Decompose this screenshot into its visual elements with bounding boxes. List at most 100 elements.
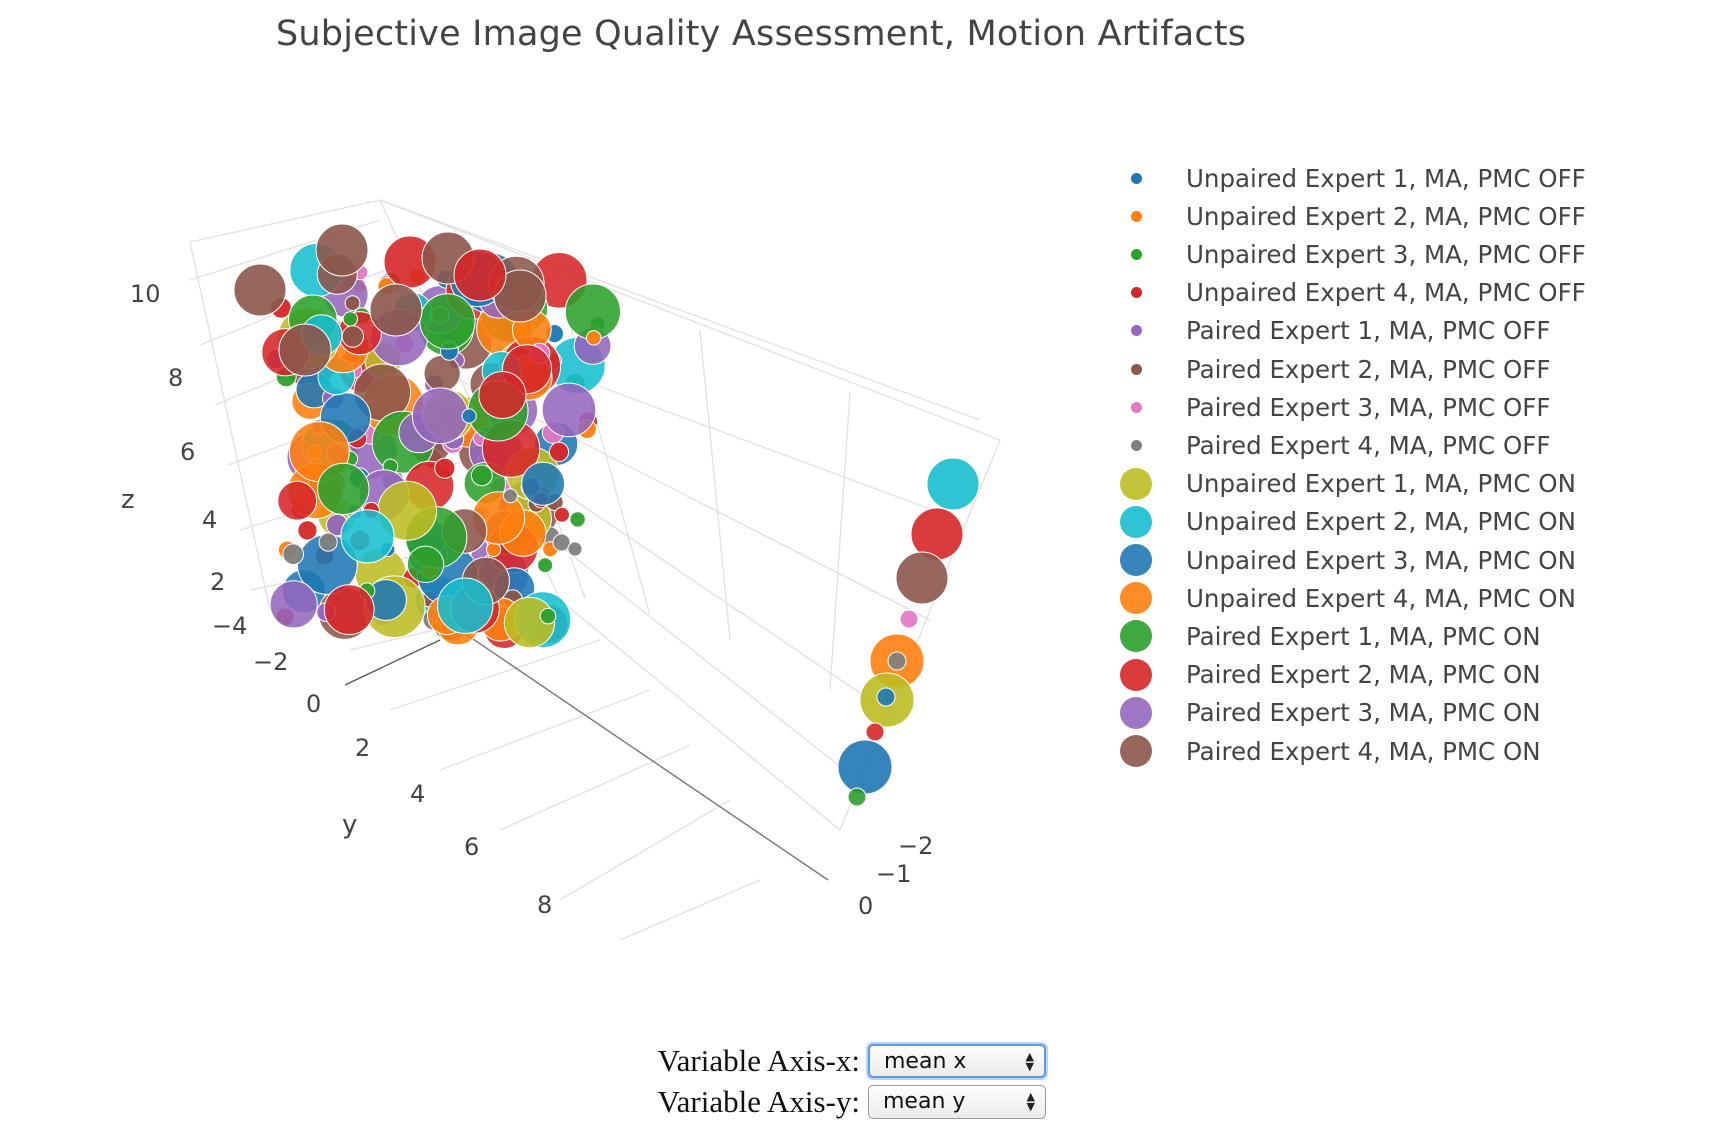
legend-label: Unpaired Expert 2, MA, PMC ON [1186, 507, 1576, 537]
legend-item[interactable]: Unpaired Expert 1, MA, PMC OFF [1110, 160, 1586, 196]
data-marker [315, 223, 369, 277]
legend-item[interactable]: Unpaired Expert 2, MA, PMC ON [1110, 504, 1576, 540]
x-axis-select-value: mean x [884, 1048, 967, 1074]
data-marker [342, 311, 358, 327]
legend-item[interactable]: Unpaired Expert 3, MA, PMC ON [1110, 542, 1576, 578]
y-tick-label: −4 [212, 612, 247, 640]
legend-item[interactable]: Unpaired Expert 4, MA, PMC OFF [1110, 275, 1586, 311]
axis-controls: Variable Axis-x: mean x ▲ ▼ Variable Axis… [640, 1040, 1046, 1122]
data-marker [502, 488, 518, 504]
y-tick-label: 6 [464, 833, 479, 861]
data-marker [369, 283, 423, 337]
data-marker [847, 787, 867, 807]
legend-item[interactable]: Paired Expert 4, MA, PMC ON [1110, 733, 1541, 769]
data-marker [539, 607, 557, 625]
data-marker [453, 248, 507, 302]
data-marker [569, 511, 586, 528]
legend-label: Paired Expert 3, MA, PMC ON [1186, 698, 1541, 728]
data-marker [521, 461, 566, 506]
data-marker [269, 580, 318, 629]
legend-marker-icon [1110, 657, 1168, 693]
x-axis-control-row: Variable Axis-x: mean x ▲ ▼ [640, 1040, 1046, 1081]
data-marker [461, 408, 477, 424]
legend-item[interactable]: Paired Expert 4, MA, PMC OFF [1110, 427, 1550, 463]
data-marker [323, 584, 375, 635]
z-tick-label: 2 [210, 568, 225, 596]
chart-title: Subjective Image Quality Assessment, Mot… [276, 14, 1247, 54]
data-marker [278, 323, 332, 377]
data-marker [344, 295, 361, 312]
legend-marker-icon [1110, 580, 1168, 616]
legend-marker-icon [1110, 542, 1168, 578]
legend-label: Paired Expert 1, MA, PMC OFF [1186, 316, 1551, 346]
legend-marker-icon [1110, 160, 1168, 196]
data-marker [887, 651, 907, 671]
legend-item[interactable]: Paired Expert 3, MA, PMC OFF [1110, 389, 1550, 425]
legend-label: Unpaired Expert 4, MA, PMC OFF [1186, 278, 1586, 308]
legend-item[interactable]: Paired Expert 1, MA, PMC ON [1110, 618, 1541, 654]
data-marker [277, 480, 318, 521]
data-markers [233, 223, 980, 807]
data-marker [282, 543, 305, 566]
data-marker [317, 462, 370, 516]
legend-label: Paired Expert 2, MA, PMC ON [1186, 660, 1541, 690]
x-tick-label: 0 [858, 892, 873, 920]
data-marker [586, 330, 602, 346]
x-tick-label: −2 [898, 832, 933, 860]
data-marker [423, 354, 461, 392]
y-axis-select-value: mean y [883, 1088, 966, 1114]
data-marker [406, 545, 445, 583]
z-tick-label: 10 [130, 280, 161, 308]
legend-label: Paired Expert 3, MA, PMC OFF [1186, 392, 1551, 422]
legend-label: Unpaired Expert 2, MA, PMC OFF [1186, 201, 1586, 231]
legend-item[interactable]: Paired Expert 2, MA, PMC ON [1110, 657, 1541, 693]
y-tick-label: 8 [537, 891, 552, 919]
legend-marker-icon [1110, 695, 1168, 731]
x-axis-select[interactable]: mean x ▲ ▼ [868, 1043, 1046, 1078]
legend-item[interactable]: Unpaired Expert 2, MA, PMC OFF [1110, 198, 1586, 234]
legend-item[interactable]: Unpaired Expert 3, MA, PMC OFF [1110, 236, 1586, 272]
data-marker [899, 609, 919, 629]
legend-marker-icon [1110, 275, 1168, 311]
legend-marker-icon [1110, 427, 1168, 463]
legend-item[interactable]: Unpaired Expert 1, MA, PMC ON [1110, 466, 1576, 502]
legend-marker-icon [1110, 313, 1168, 349]
legend-item[interactable]: Paired Expert 2, MA, PMC OFF [1110, 351, 1550, 387]
legend-marker-icon [1110, 389, 1168, 425]
z-axis-title: z [121, 485, 135, 515]
data-marker [552, 533, 571, 552]
data-marker [437, 577, 494, 634]
y-axis-control-row: Variable Axis-y: mean y ▲ ▼ [640, 1081, 1046, 1122]
legend-item[interactable]: Paired Expert 3, MA, PMC ON [1110, 695, 1541, 731]
data-marker [548, 441, 570, 462]
y-axis-select[interactable]: mean y ▲ ▼ [868, 1084, 1046, 1119]
legend-label: Unpaired Expert 4, MA, PMC ON [1186, 583, 1576, 613]
data-marker [926, 457, 980, 511]
data-marker [567, 541, 583, 557]
data-marker [470, 464, 493, 487]
data-marker [837, 739, 893, 795]
legend-label: Paired Expert 4, MA, PMC ON [1186, 736, 1541, 766]
z-tick-label: 4 [202, 506, 217, 534]
data-marker [341, 325, 364, 348]
data-marker [537, 557, 554, 574]
data-marker [419, 293, 476, 350]
legend-marker-icon [1110, 351, 1168, 387]
data-marker [411, 387, 469, 445]
legend-label: Paired Expert 4, MA, PMC OFF [1186, 430, 1551, 460]
z-tick-label: 8 [168, 364, 183, 392]
y-axis-title: y [342, 810, 357, 840]
data-marker [541, 382, 597, 438]
legend-marker-icon [1110, 733, 1168, 769]
data-marker [554, 506, 570, 523]
legend-label: Unpaired Expert 3, MA, PMC OFF [1186, 239, 1586, 269]
legend-label: Unpaired Expert 1, MA, PMC ON [1186, 469, 1576, 499]
x-tick-label: −1 [876, 860, 911, 888]
legend-item[interactable]: Paired Expert 1, MA, PMC OFF [1110, 313, 1550, 349]
data-marker [233, 263, 287, 317]
legend-label: Unpaired Expert 3, MA, PMC ON [1186, 545, 1576, 575]
legend-item[interactable]: Unpaired Expert 4, MA, PMC ON [1110, 580, 1576, 616]
select-arrows-icon: ▲ ▼ [1025, 1049, 1034, 1073]
